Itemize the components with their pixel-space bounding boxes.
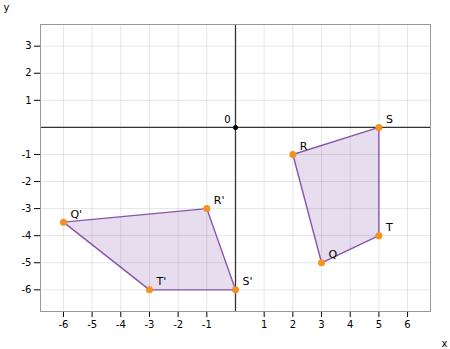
svg-text:T: T — [385, 221, 393, 234]
svg-text:6: 6 — [404, 319, 410, 330]
svg-text:-1: -1 — [22, 149, 32, 160]
svg-text:T': T' — [155, 275, 166, 288]
svg-text:1: 1 — [25, 95, 31, 106]
svg-text:-3: -3 — [22, 203, 32, 214]
svg-text:-2: -2 — [22, 176, 32, 187]
svg-text:-4: -4 — [22, 230, 32, 241]
svg-text:R: R — [300, 140, 308, 153]
svg-text:Q: Q — [329, 248, 338, 261]
svg-text:S': S' — [243, 275, 253, 288]
svg-text:-1: -1 — [202, 319, 212, 330]
svg-text:x: x — [442, 338, 448, 349]
svg-text:0: 0 — [224, 114, 230, 125]
svg-text:1: 1 — [261, 319, 267, 330]
svg-text:2: 2 — [25, 67, 31, 78]
svg-text:Q': Q' — [70, 208, 82, 221]
svg-text:-4: -4 — [116, 319, 126, 330]
svg-text:5: 5 — [376, 319, 382, 330]
svg-text:3: 3 — [25, 40, 31, 51]
svg-text:-3: -3 — [144, 319, 154, 330]
svg-text:-5: -5 — [87, 319, 97, 330]
svg-text:3: 3 — [318, 319, 324, 330]
svg-text:-6: -6 — [22, 284, 32, 295]
svg-text:y: y — [4, 2, 10, 13]
svg-text:-5: -5 — [22, 257, 32, 268]
svg-text:-2: -2 — [173, 319, 183, 330]
svg-text:-6: -6 — [58, 319, 68, 330]
svg-text:S: S — [386, 113, 393, 126]
svg-text:4: 4 — [347, 319, 353, 330]
svg-text:R': R' — [214, 194, 225, 207]
svg-text:2: 2 — [290, 319, 296, 330]
